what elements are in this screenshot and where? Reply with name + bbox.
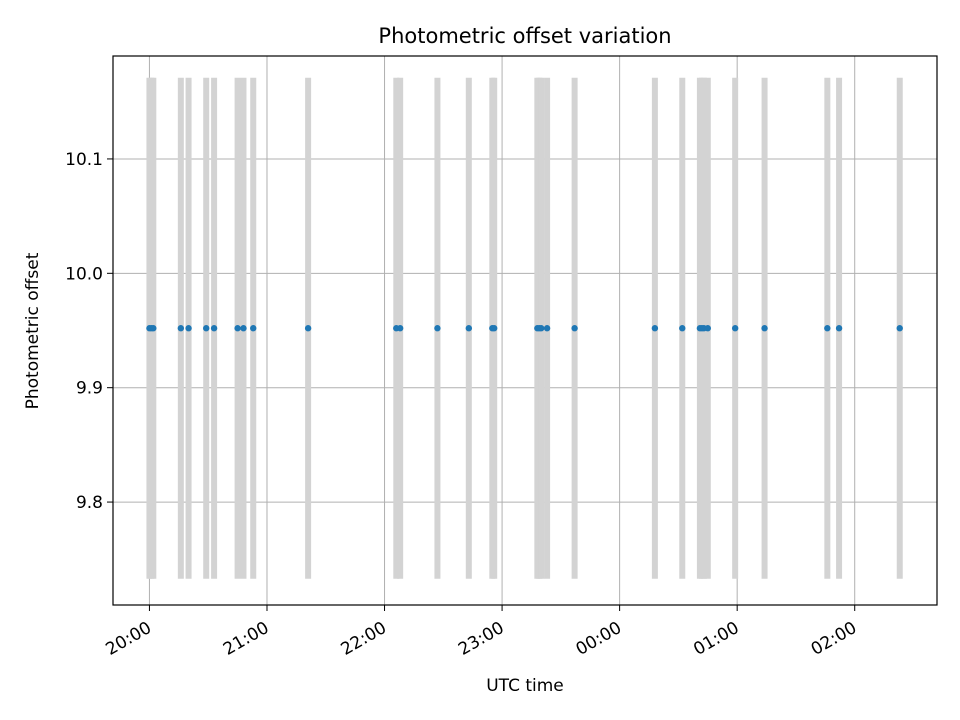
data-point: [761, 325, 768, 332]
data-point: [304, 325, 312, 332]
y-tick-label: 10.1: [65, 150, 103, 170]
data-point: [835, 325, 843, 332]
chart-title: Photometric offset variation: [378, 24, 671, 48]
y-axis-label: Photometric offset: [23, 252, 43, 409]
y-tick-label: 9.9: [76, 379, 103, 399]
data-point: [704, 325, 711, 332]
data-point: [250, 325, 257, 332]
data-point: [434, 325, 441, 332]
data-points: [146, 325, 903, 332]
data-point: [465, 325, 473, 332]
y-axis-ticks: 9.8 9.9 10.0 10.1: [65, 150, 113, 513]
data-point: [185, 325, 192, 332]
x-axis-label: UTC time: [486, 676, 564, 696]
data-point: [240, 325, 247, 332]
y-tick-label: 10.0: [65, 264, 103, 284]
plot-frame: [112, 55, 938, 606]
data-point: [538, 325, 545, 332]
y-tick-label: 9.8: [76, 493, 103, 513]
data-point: [896, 325, 903, 332]
data-point: [543, 325, 551, 332]
data-point: [491, 325, 498, 332]
data-point: [234, 325, 241, 332]
data-point: [731, 325, 739, 332]
data-point: [571, 325, 578, 332]
data-point: [396, 325, 404, 332]
data-point: [679, 325, 686, 332]
data-point: [210, 325, 218, 332]
data-point: [177, 325, 185, 332]
data-point: [150, 325, 157, 332]
data-point: [651, 325, 659, 332]
data-point: [203, 325, 210, 332]
data-point: [824, 325, 831, 332]
